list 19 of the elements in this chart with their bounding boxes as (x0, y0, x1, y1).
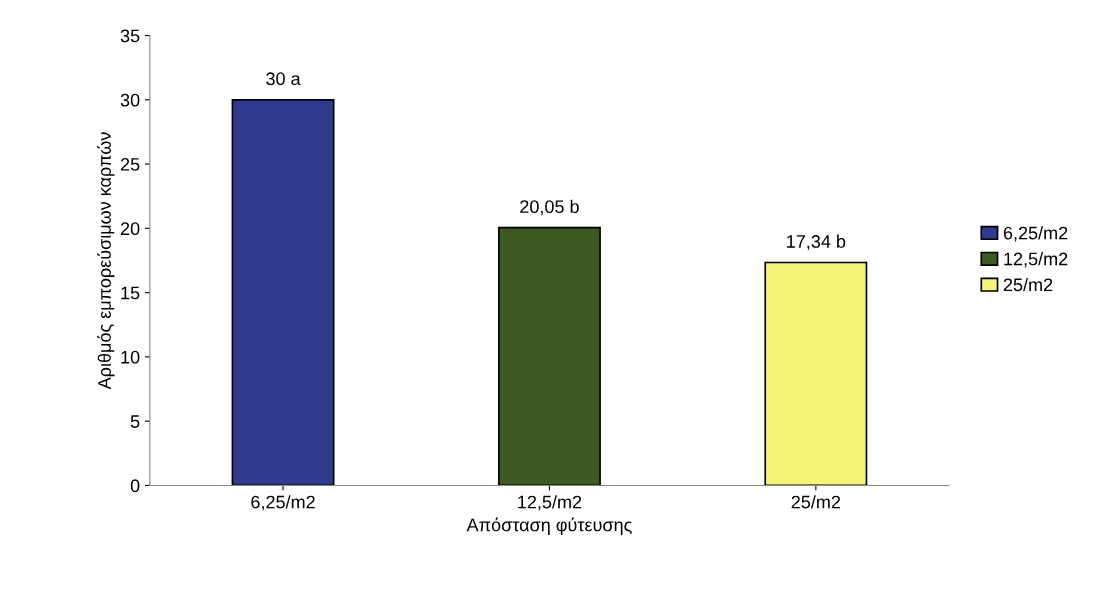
x-axis-title: Απόσταση φύτευσης (466, 517, 632, 535)
y-tick-label: 20 (120, 222, 140, 236)
legend-label: 12,5/m2 (1004, 252, 1068, 268)
x-tick-label: 25/m2 (791, 495, 841, 509)
data-label: 17,34 b (787, 234, 846, 250)
y-axis-title: Αριθμός εμπορεύσιμων καρπών (97, 132, 115, 390)
x-tick-label: 12,5/m2 (518, 495, 582, 511)
y-tick-label: 10 (121, 350, 140, 364)
y-tick-label: 5 (130, 415, 140, 428)
x-tick-label: 6,25/m2 (251, 495, 315, 511)
legend-label: 25/m2 (1003, 277, 1053, 292)
y-tick-label: 35 (120, 29, 140, 43)
legend-label: 6,25/m2 (1003, 226, 1068, 242)
y-tick-label: 25 (120, 158, 140, 171)
y-tick-label: 0 (130, 479, 140, 493)
data-label: 30 a (266, 72, 301, 86)
y-tick-label: 30 (120, 93, 140, 107)
data-label: 20,05 b (520, 199, 579, 216)
y-tick-label: 15 (121, 286, 140, 300)
